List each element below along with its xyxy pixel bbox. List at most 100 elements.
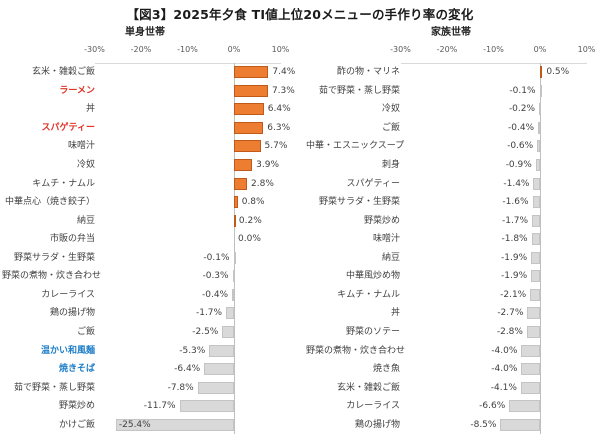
bar [531,270,540,283]
bar [538,121,541,134]
category-label: 焼きそば [58,364,95,375]
bar [234,103,264,116]
value-label: -1.6% [502,197,529,208]
axis-tick-label: 0% [227,45,241,54]
bar [520,381,540,394]
value-label: -1.9% [501,252,528,263]
value-label: 6.3% [267,122,291,133]
bar [532,196,540,209]
value-label: -7.8% [167,382,194,393]
value-label: -0.1% [203,252,230,263]
category-label: 茹で野菜・蒸し野菜 [13,382,95,393]
category-label: 野菜のソテー [345,326,400,337]
category-label: 味噌汁 [67,141,95,152]
value-label: -2.7% [497,308,524,319]
value-label: -2.5% [192,326,219,337]
figure-title: 【図3】2025年夕食 TI値上位20メニューの手作り率の変化 [126,7,474,22]
category-label: キムチ・ナムル [337,289,400,300]
chart-subtitle-single: 単身世帯 [125,27,165,38]
category-label: 刺身 [381,160,400,171]
value-label: 0.5% [546,67,570,78]
value-label: -1.8% [501,234,528,245]
value-label: -1.7% [501,215,529,226]
bar [509,400,540,413]
value-label: -0.9% [505,160,532,171]
bar [234,196,238,209]
category-label: 野菜の煮物・炊き合わせ [2,271,102,282]
bar [539,103,542,116]
bar [533,177,540,190]
category-label: スパゲティー [346,178,400,189]
chart-subtitle-family: 家族世帯 [431,27,471,38]
zero-axis-line [234,63,235,434]
category-label: カレーライス [346,401,400,412]
category-label: 丼 [85,104,95,115]
axis-tick-label: 0% [533,45,547,54]
value-label: 0.0% [238,234,261,245]
value-label: -5.3% [179,345,206,356]
category-label: 鶏の揚げ物 [49,308,95,319]
category-label: 冷奴 [76,160,95,171]
value-label: 6.4% [267,104,291,115]
bar [115,418,234,431]
plot-top-line [94,63,281,64]
bar [234,214,236,227]
axis-tick-label: 10% [271,45,290,54]
value-label: 0.8% [241,197,265,208]
plot-top-line [400,63,587,64]
bar [530,288,540,301]
category-label: 納豆 [381,252,400,263]
bar [197,381,234,394]
value-label: -2.8% [496,326,523,337]
bar [539,84,542,97]
axis-tick-label: -20% [436,45,458,54]
category-label: 市販の弁当 [49,234,95,245]
category-label: 温かい和風麺 [40,345,95,356]
category-label: 中華・エスニックスープ [306,141,405,152]
value-label: -1.4% [503,178,530,189]
value-label: -2.1% [500,289,527,300]
value-label: -8.5% [470,419,497,430]
bar [531,251,540,264]
category-label: ラーメン [59,85,95,96]
category-label: 野菜サラダ・生野菜 [13,252,95,263]
value-label: -6.6% [479,401,506,412]
bar [540,66,543,79]
bar [209,344,234,357]
category-label: 玄米・雑穀ご飯 [31,67,95,78]
category-label: カレーライス [41,289,95,300]
bar [531,233,540,246]
axis-tick-label: -30% [390,45,411,54]
bar [234,84,268,97]
bar [537,140,540,153]
category-label: 酢の物・マリネ [336,67,400,78]
bar [527,307,540,320]
value-label: -0.4% [508,122,535,133]
bar [500,418,540,431]
bar [521,363,540,376]
category-label: かけご飯 [58,419,95,430]
category-label: キムチ・ナムル [32,178,95,189]
category-label: 野菜の煮物・炊き合わせ [306,345,406,356]
category-label: 茹で野菜・蒸し野菜 [318,85,400,96]
value-label: -0.2% [508,104,536,115]
value-label: -0.1% [509,85,536,96]
category-label: 中華風炒め物 [345,271,400,282]
category-label: 納豆 [76,215,95,226]
value-label: 3.9% [256,160,279,171]
category-label: ご飯 [76,326,95,337]
category-label: 中華点心（焼き餃子） [4,197,95,208]
axis-tick-label: -30% [84,45,105,54]
bar [204,363,234,376]
bar [226,307,234,320]
bar [526,325,540,338]
category-label: ご飯 [381,122,400,133]
bar [222,325,234,338]
bar [532,214,540,227]
category-label: 焼き魚 [372,364,400,375]
category-label: 冷奴 [381,104,400,115]
value-label: -4.0% [491,364,518,375]
bar [234,177,248,190]
axis-tick-label: 10% [577,45,596,54]
